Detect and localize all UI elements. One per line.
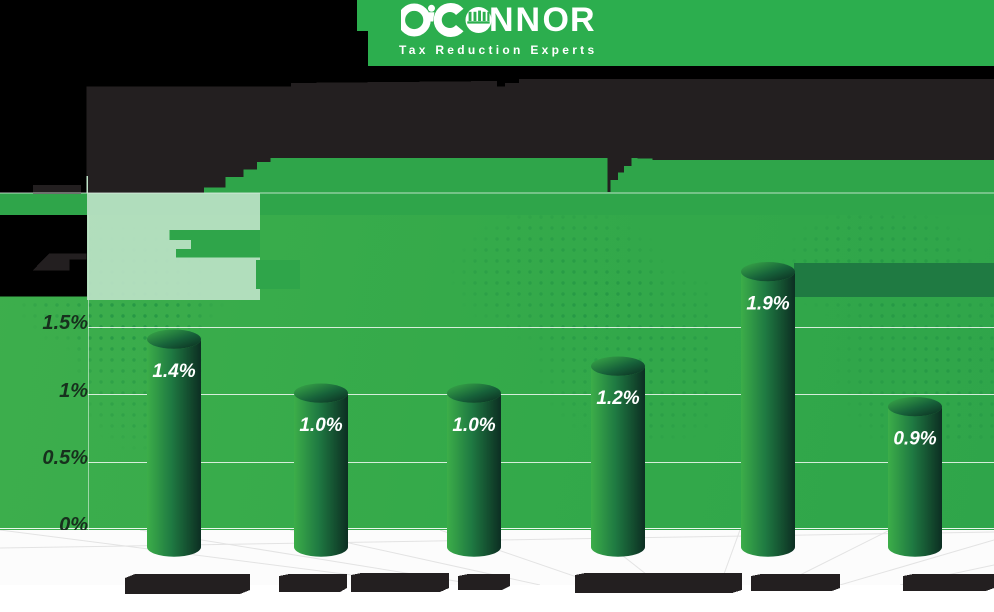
svg-text:N: N [489, 2, 514, 39]
svg-text:O: O [543, 2, 569, 39]
svg-text:R: R [570, 2, 595, 39]
svg-text:N: N [516, 2, 541, 39]
